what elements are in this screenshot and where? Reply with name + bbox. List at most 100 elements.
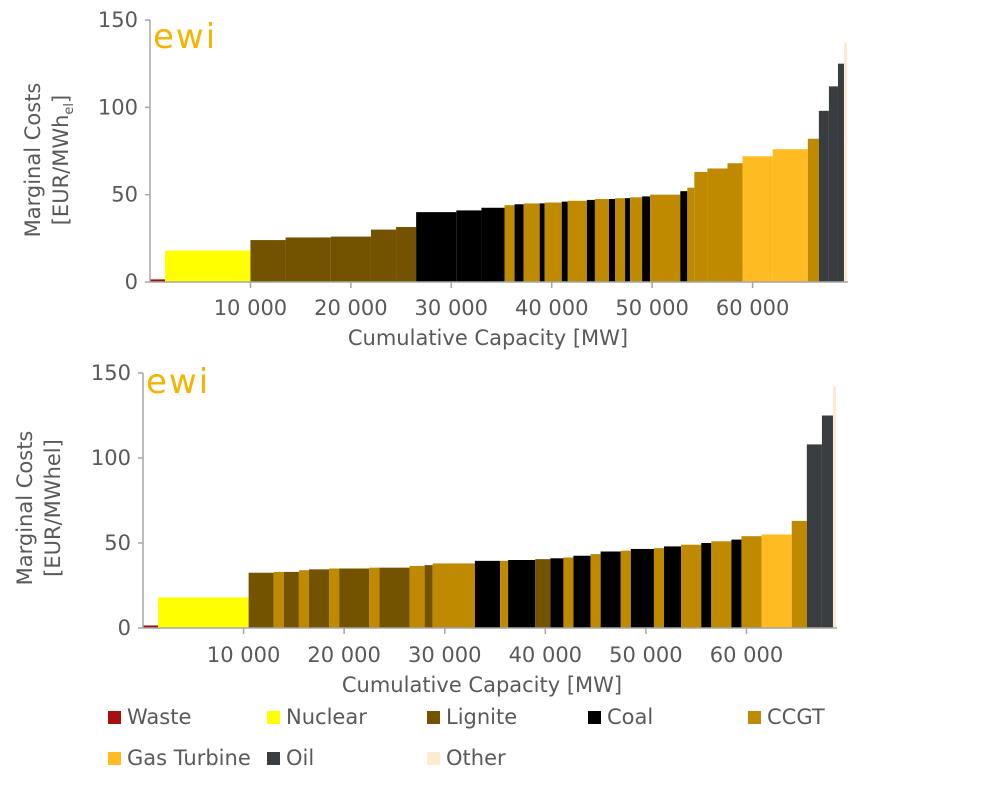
legend-label: CCGT (767, 705, 825, 729)
y-tick-label: 100 (91, 446, 131, 470)
bar-coal (664, 546, 682, 628)
bar-coal (416, 212, 457, 282)
bar-ccgt (620, 550, 631, 628)
bar-ccgt (727, 163, 743, 282)
bar-ccgt (432, 563, 475, 628)
bar-ccgt (694, 171, 708, 282)
bar-lignite (339, 568, 370, 628)
x-tick-label: 40 000 (509, 643, 582, 667)
bar-oil (837, 63, 844, 282)
bar-coal (456, 210, 482, 282)
bar-lignite (283, 571, 299, 628)
bar-coal (630, 548, 654, 628)
y-axis-label-line1: Marginal Costs (21, 83, 45, 238)
bar-ccgt (687, 187, 695, 282)
bar-ccgt (409, 565, 425, 628)
bar-oil (821, 415, 833, 628)
bar-ccgt (523, 203, 540, 282)
bar-coal (481, 207, 505, 282)
y-axis-label-line2: [EUR/MWhel] (49, 95, 77, 226)
legend-swatch (267, 751, 280, 765)
bar-coal (642, 196, 651, 282)
legend-swatch (427, 751, 440, 765)
x-tick-label: 20 000 (307, 643, 380, 667)
bar-other (832, 386, 836, 628)
bar-lignite (424, 565, 433, 628)
bar-waste (150, 279, 166, 282)
legend-label: Other (446, 746, 506, 770)
bar-gas-turbine (761, 534, 792, 628)
legend-label: Gas Turbine (127, 746, 251, 770)
axes-group: 0 50 100 150 10 000 20 000 30 000 40 000 50 000 6… (98, 8, 848, 320)
bar-ccgt (711, 541, 732, 628)
x-tick-label: 30 000 (408, 643, 481, 667)
x-tick-label: 40 000 (515, 296, 588, 320)
y-tick-label: 100 (98, 95, 138, 119)
x-tick-label: 50 000 (615, 296, 688, 320)
bar-ccgt (500, 560, 509, 628)
bar-coal (731, 539, 742, 628)
bar-ccgt (707, 168, 728, 282)
bar-waste (143, 625, 159, 628)
merit-order-chart-1: 0 50 100 150 10 000 20 000 30 000 40 000 50 000 6… (21, 8, 848, 350)
y-axis-label-line2: [EUR/MWhel] (41, 439, 65, 577)
legend-item-lignite: Lignite (427, 705, 517, 729)
bar-ccgt (653, 548, 664, 628)
bar-coal (508, 560, 536, 628)
legend-swatch (588, 710, 601, 724)
bar-coal (600, 551, 621, 628)
legend-swatch (748, 710, 761, 724)
legend-label: Coal (607, 705, 654, 729)
y-tick-label: 0 (118, 616, 131, 640)
x-tick-label: 30 000 (415, 296, 488, 320)
legend-label: Oil (286, 746, 315, 770)
bar-ccgt (615, 198, 626, 282)
bar-nuclear (158, 597, 249, 628)
bar-ccgt (630, 197, 643, 282)
x-axis-label: Cumulative Capacity [MW] (342, 673, 622, 697)
legend-item-nuclear: Nuclear (267, 705, 367, 729)
legend-item-waste: Waste (108, 705, 191, 729)
x-tick-label: 10 000 (207, 643, 280, 667)
legend-label: Lignite (446, 705, 518, 729)
bar-ccgt (544, 202, 562, 282)
legend-item-gas-turbine: Gas Turbine (108, 746, 251, 770)
bar-gas-turbine (772, 149, 808, 282)
bar-ccgt (681, 544, 702, 628)
bar-ccgt (273, 571, 284, 628)
bar-coal (573, 555, 591, 628)
legend-item-other: Other (427, 746, 506, 770)
x-tick-label: 60 000 (710, 643, 783, 667)
bar-ccgt (369, 567, 380, 628)
bar-ccgt (329, 568, 340, 628)
legend-swatch (108, 751, 121, 765)
bar-oil (828, 86, 838, 283)
logo: ewi (153, 17, 217, 57)
bars-group (150, 42, 847, 283)
bar-coal (514, 204, 524, 282)
bar-ccgt (298, 570, 309, 628)
y-axis-label-line1: Marginal Costs (13, 431, 37, 586)
bar-lignite (396, 226, 417, 282)
bar-coal (586, 199, 595, 282)
merit-order-chart-2: 0 50 100 150 10 000 20 000 30 000 40 000 50 000 6… (13, 361, 837, 697)
bar-coal (561, 201, 568, 282)
legend-swatch (427, 710, 440, 724)
bar-ccgt (807, 138, 819, 282)
bar-lignite (250, 240, 286, 282)
merit-order-charts: 0 50 100 150 10 000 20 000 30 000 40 000 50 000 6… (13, 8, 848, 697)
bar-lignite (535, 559, 551, 628)
bar-ccgt (567, 200, 587, 282)
bar-ccgt (504, 205, 515, 282)
y-tick-label: 0 (125, 270, 138, 294)
y-tick-label: 150 (98, 8, 138, 32)
bar-lignite (330, 236, 371, 282)
logo: ewi (146, 362, 210, 402)
x-axis-label: Cumulative Capacity [MW] (348, 326, 628, 350)
bar-oil (818, 110, 829, 282)
bar-oil (806, 444, 822, 628)
bars-group (143, 386, 836, 628)
bar-coal (625, 198, 631, 282)
bar-gas-turbine (742, 156, 773, 282)
y-tick-label: 50 (104, 531, 131, 555)
